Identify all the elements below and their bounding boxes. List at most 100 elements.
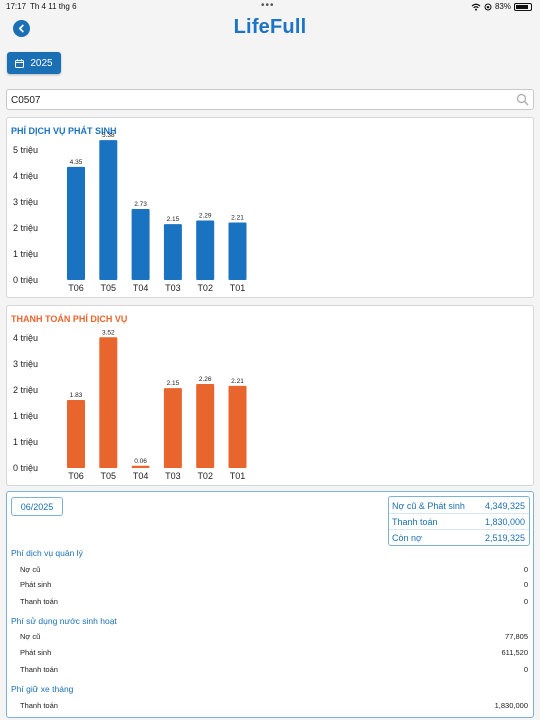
status-date: Th 4 11 thg 6 [30, 2, 77, 11]
bar [99, 140, 118, 280]
bar [131, 465, 150, 468]
list-item: Phát sinh 611,520 [20, 648, 528, 657]
bar [196, 384, 215, 468]
summary-label: Còn nợ [392, 532, 422, 543]
y-tick-label: 0 triệu [13, 275, 38, 285]
y-tick-label: 0 triệu [13, 463, 38, 473]
section-title-parking-fee: Phí giữ xe tháng [11, 684, 74, 694]
year-filter-button[interactable]: 2025 [7, 52, 61, 74]
search-icon[interactable] [516, 93, 529, 106]
bar [228, 222, 247, 280]
x-tick-label: T05 [101, 283, 117, 293]
x-tick-label: T03 [165, 471, 181, 481]
x-tick-label: T01 [230, 283, 246, 293]
x-tick-label: T02 [197, 471, 213, 481]
month-detail-panel: 06/2025 Nợ cũ & Phát sinh 4,349,325 Than… [6, 491, 534, 718]
app-logo: LifeFull [233, 16, 307, 38]
bar [163, 388, 182, 468]
y-tick-label: 4 triệu [13, 171, 38, 181]
x-tick-label: T05 [101, 471, 117, 481]
summary-row: Nợ cũ & Phát sinh 4,349,325 [392, 498, 525, 513]
y-tick-label: 3 triệu [13, 359, 38, 369]
bar [67, 400, 85, 468]
y-tick-label: 1 triệu [13, 249, 38, 259]
chevron-left-icon [18, 24, 24, 33]
line-label: Phát sinh [20, 580, 52, 589]
section-title-water-fee: Phí sử dụng nước sinh hoạt [11, 616, 117, 626]
y-tick-label: 1 triệu [13, 411, 38, 421]
bar [99, 337, 118, 468]
summary-value: 4,349,325 [484, 500, 525, 511]
data-label: 3.52 [102, 329, 115, 336]
battery-icon [514, 2, 532, 11]
back-button[interactable] [13, 20, 30, 37]
search-input[interactable] [7, 91, 497, 110]
data-label: 5.38 [102, 132, 115, 139]
data-label: 2.15 [167, 380, 180, 387]
x-tick-label: T03 [165, 283, 181, 293]
bar [163, 224, 182, 280]
chart-card-incurred: PHÍ DỊCH VỤ PHÁT SINH 0 triệu 1 triệu 2 tr… [6, 117, 534, 298]
x-tick-label: T06 [68, 283, 84, 293]
x-tick-label: T04 [133, 283, 149, 293]
bar [67, 166, 85, 280]
search-bar [6, 89, 534, 110]
summary-divider [389, 529, 529, 530]
list-item: Thanh toán 1,830,000 [20, 701, 528, 710]
y-tick-label: 1 triệu [13, 437, 38, 447]
summary-box: Nợ cũ & Phát sinh 4,349,325 Thanh toán 1… [388, 496, 530, 546]
line-value: 0 [523, 580, 528, 589]
chart-payment: 0 triệu 1 triệu 1 triệu 2 triệu 3 triệu 4 tri… [13, 329, 247, 481]
status-bar: 17:17 Th 4 11 thg 6 ••• 83% [0, 0, 540, 14]
year-filter-label: 2025 [30, 57, 53, 69]
data-label: 2.73 [134, 201, 147, 208]
line-value: 1,830,000 [494, 701, 528, 710]
line-value: 77,805 [505, 632, 528, 641]
data-label: 2.21 [231, 378, 244, 385]
chart-incurred: 0 triệu 1 triệu 2 triệu 3 triệu 4 triệu 5 tri… [13, 132, 247, 293]
list-item: Nợ cũ 77,805 [20, 632, 528, 641]
summary-value: 2,519,325 [484, 532, 525, 543]
line-value: 0 [523, 665, 528, 674]
data-label: 4.35 [70, 159, 83, 166]
data-label: 1.83 [70, 392, 83, 399]
chart-title-incurred: PHÍ DỊCH VỤ PHÁT SINH [11, 126, 117, 136]
section-title-management-fee: Phí dịch vụ quản lý [11, 548, 83, 558]
line-label: Thanh toán [20, 665, 58, 674]
month-selector-button[interactable]: 06/2025 [11, 497, 63, 516]
list-item: Nợ cũ 0 [20, 565, 528, 574]
summary-row: Còn nợ 2,519,325 [392, 530, 525, 545]
bar [228, 385, 247, 468]
data-label: 2.15 [167, 216, 180, 223]
list-item: Thanh toán 0 [20, 665, 528, 674]
battery-percent: 83% [494, 2, 511, 11]
calendar-icon [15, 58, 25, 68]
summary-label: Thanh toán [392, 516, 438, 527]
data-label: 2.26 [199, 376, 212, 383]
data-label: 2.29 [199, 212, 212, 219]
summary-label: Nợ cũ & Phát sinh [392, 500, 465, 511]
multitask-dots-icon[interactable]: ••• [261, 0, 275, 11]
y-tick-label: 2 triệu [13, 385, 38, 395]
line-label: Nợ cũ [20, 565, 41, 574]
list-item: Phát sinh 0 [20, 580, 528, 589]
chart-title-payment: THANH TOÁN PHÍ DỊCH VỤ [11, 314, 128, 324]
line-value: 0 [523, 597, 528, 606]
data-label: 2.21 [231, 215, 244, 222]
data-label: 0.06 [134, 458, 147, 465]
wifi-icon [471, 3, 481, 11]
status-right: 83% [471, 2, 532, 11]
rotation-lock-icon [484, 3, 492, 10]
y-tick-label: 3 triệu [13, 197, 38, 207]
x-tick-label: T06 [68, 471, 84, 481]
x-tick-label: T04 [133, 471, 149, 481]
line-label: Phát sinh [20, 648, 52, 657]
summary-row: Thanh toán 1,830,000 [392, 514, 525, 529]
y-tick-label: 4 triệu [13, 333, 38, 343]
summary-divider [389, 513, 529, 514]
bar [131, 209, 150, 280]
line-value: 611,520 [501, 648, 528, 657]
summary-value: 1,830,000 [484, 516, 525, 527]
line-value: 0 [523, 565, 528, 574]
